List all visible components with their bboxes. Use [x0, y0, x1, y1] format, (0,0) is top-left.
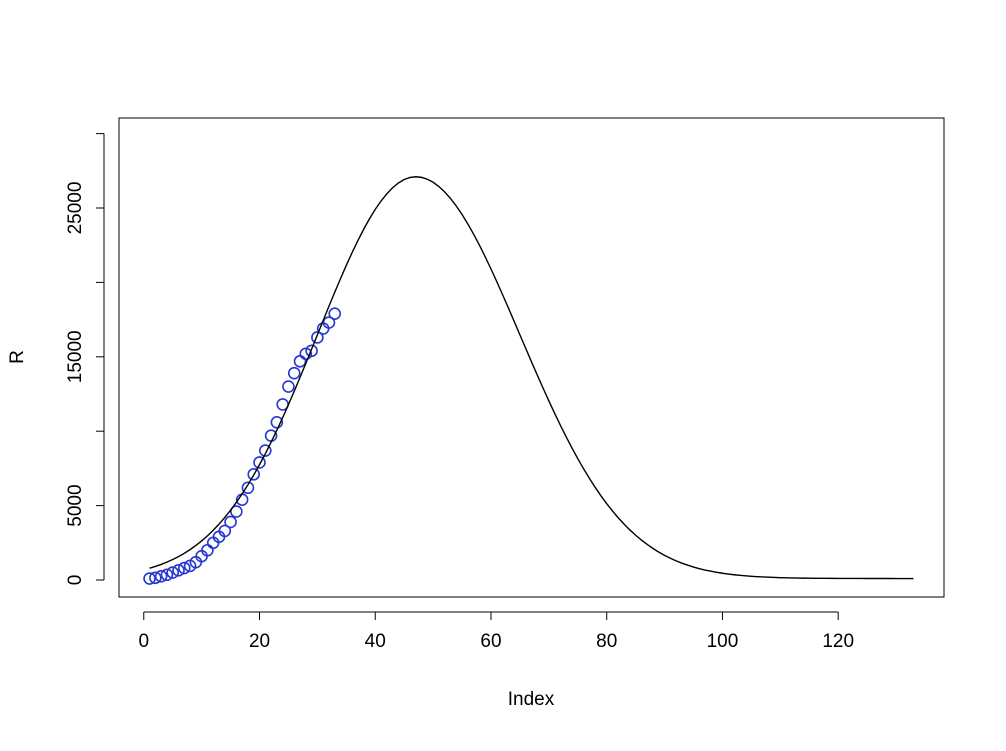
point	[282, 380, 295, 393]
point	[149, 571, 162, 585]
point	[328, 307, 342, 320]
point	[172, 564, 185, 577]
y-tick-label: 25000	[65, 182, 86, 235]
x-tick-label: 60	[480, 631, 501, 652]
x-tick-label: 0	[138, 631, 149, 652]
x-axis-label: Index	[508, 689, 555, 710]
point	[177, 561, 191, 575]
point	[230, 505, 243, 518]
point	[241, 481, 255, 495]
y-tick-label: 5000	[65, 484, 86, 526]
line	[149, 176, 914, 580]
point	[143, 572, 156, 585]
point	[322, 316, 336, 329]
point	[224, 515, 237, 529]
point	[258, 444, 272, 457]
point	[166, 566, 180, 579]
x-tick-label: 120	[822, 631, 854, 652]
point	[247, 468, 261, 481]
x-tick-label: 20	[249, 631, 270, 652]
point	[305, 344, 318, 358]
point	[270, 415, 284, 429]
point	[287, 366, 301, 380]
point	[160, 568, 174, 582]
x-tick-label: 80	[596, 631, 617, 652]
point	[154, 569, 168, 583]
y-tick-label: 0	[65, 575, 86, 586]
plot-frame	[118, 117, 945, 598]
point	[218, 524, 232, 538]
point	[299, 347, 313, 361]
y-tick-label: 15000	[65, 330, 86, 383]
point	[293, 354, 307, 368]
point	[253, 456, 266, 469]
x-tick-label: 100	[707, 631, 739, 652]
y-axis-label: R	[7, 350, 28, 364]
point	[311, 331, 324, 344]
x-tick-label: 40	[365, 631, 386, 652]
